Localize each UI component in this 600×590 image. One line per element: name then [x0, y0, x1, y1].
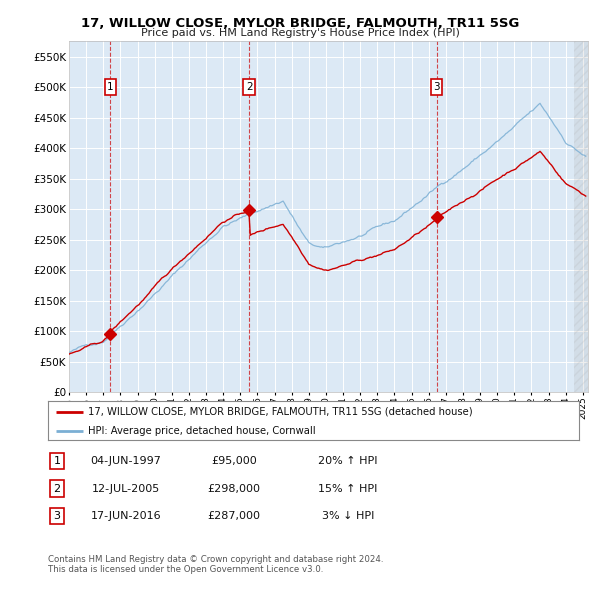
Text: Contains HM Land Registry data © Crown copyright and database right 2024.: Contains HM Land Registry data © Crown c…	[48, 555, 383, 563]
Text: 17-JUN-2016: 17-JUN-2016	[91, 511, 161, 520]
Text: 2: 2	[246, 82, 253, 92]
Text: £298,000: £298,000	[208, 484, 260, 493]
Text: 2: 2	[53, 484, 61, 493]
Text: 04-JUN-1997: 04-JUN-1997	[91, 457, 161, 466]
Text: £287,000: £287,000	[208, 511, 260, 520]
Text: This data is licensed under the Open Government Licence v3.0.: This data is licensed under the Open Gov…	[48, 565, 323, 574]
Text: 12-JUL-2005: 12-JUL-2005	[92, 484, 160, 493]
Text: 17, WILLOW CLOSE, MYLOR BRIDGE, FALMOUTH, TR11 5SG (detached house): 17, WILLOW CLOSE, MYLOR BRIDGE, FALMOUTH…	[88, 407, 472, 417]
Text: 15% ↑ HPI: 15% ↑ HPI	[319, 484, 377, 493]
Text: 3: 3	[433, 82, 440, 92]
Text: 3% ↓ HPI: 3% ↓ HPI	[322, 511, 374, 520]
Text: 1: 1	[53, 457, 61, 466]
Text: £95,000: £95,000	[211, 457, 257, 466]
Text: Price paid vs. HM Land Registry's House Price Index (HPI): Price paid vs. HM Land Registry's House …	[140, 28, 460, 38]
Text: 20% ↑ HPI: 20% ↑ HPI	[318, 457, 378, 466]
Bar	[574, 41, 588, 392]
Text: HPI: Average price, detached house, Cornwall: HPI: Average price, detached house, Corn…	[88, 427, 316, 437]
Text: 1: 1	[107, 82, 114, 92]
Text: 17, WILLOW CLOSE, MYLOR BRIDGE, FALMOUTH, TR11 5SG: 17, WILLOW CLOSE, MYLOR BRIDGE, FALMOUTH…	[81, 17, 519, 30]
Text: 3: 3	[53, 511, 61, 520]
